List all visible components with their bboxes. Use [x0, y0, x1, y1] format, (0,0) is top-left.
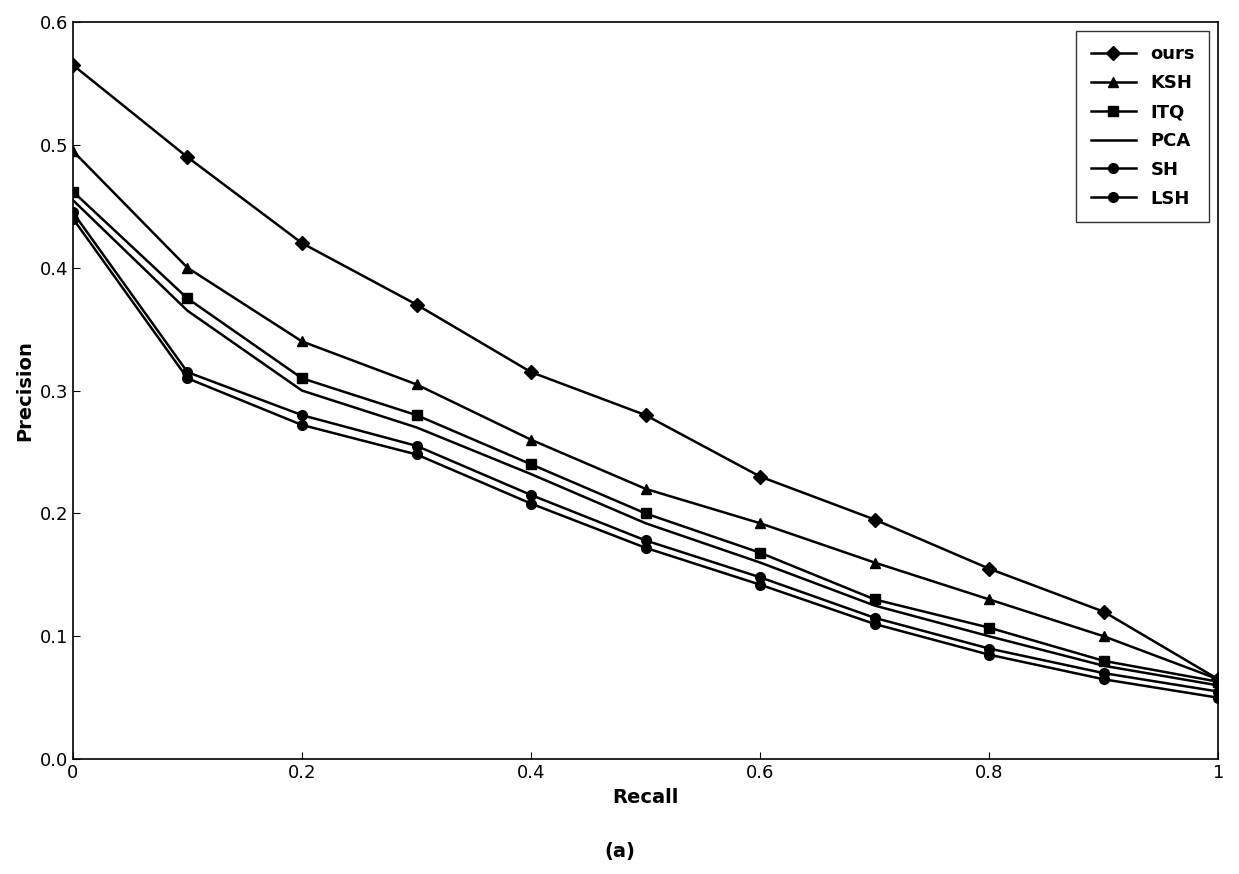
ITQ [66, 186, 81, 197]
SH [180, 367, 195, 378]
ITQ [867, 594, 882, 605]
ITQ [981, 622, 996, 633]
LSH [753, 579, 768, 590]
LSH [524, 498, 539, 509]
ours [1097, 607, 1111, 617]
SH [753, 572, 768, 583]
LSH [295, 420, 310, 430]
Line: PCA: PCA [73, 200, 1218, 685]
ours [1211, 674, 1225, 684]
SH [66, 207, 81, 218]
PCA [295, 385, 310, 396]
ours [753, 471, 768, 482]
ours [295, 238, 310, 248]
ITQ [1211, 676, 1225, 687]
ITQ [180, 293, 195, 303]
PCA [638, 518, 653, 529]
LSH [1097, 674, 1111, 684]
SH [524, 489, 539, 500]
ours [867, 514, 882, 524]
PCA [753, 558, 768, 568]
PCA [180, 306, 195, 316]
KSH [867, 558, 882, 568]
LSH [1211, 692, 1225, 703]
KSH [409, 379, 424, 390]
SH [1097, 668, 1111, 678]
PCA [524, 468, 539, 479]
KSH [1211, 674, 1225, 684]
SH [638, 535, 653, 545]
LSH [409, 449, 424, 460]
PCA [867, 600, 882, 611]
Line: LSH: LSH [68, 214, 1223, 703]
SH [409, 440, 424, 451]
KSH [981, 594, 996, 605]
Line: ITQ: ITQ [68, 187, 1223, 687]
Text: (a): (a) [605, 842, 634, 861]
ours [66, 59, 81, 70]
ours [409, 299, 424, 309]
Line: KSH: KSH [68, 146, 1223, 684]
KSH [295, 336, 310, 347]
ITQ [638, 508, 653, 518]
LSH [981, 649, 996, 660]
LSH [867, 619, 882, 629]
Y-axis label: Precision: Precision [15, 340, 33, 441]
KSH [1097, 631, 1111, 642]
ITQ [295, 373, 310, 384]
Line: ours: ours [68, 60, 1223, 684]
ITQ [524, 459, 539, 469]
KSH [524, 434, 539, 445]
SH [295, 410, 310, 420]
LSH [66, 213, 81, 224]
ours [524, 367, 539, 378]
SH [867, 613, 882, 623]
ours [638, 410, 653, 420]
X-axis label: Recall: Recall [612, 787, 679, 807]
PCA [66, 195, 81, 205]
ITQ [1097, 656, 1111, 666]
LSH [180, 373, 195, 384]
KSH [753, 518, 768, 529]
KSH [638, 483, 653, 494]
LSH [638, 543, 653, 553]
KSH [66, 146, 81, 156]
KSH [180, 262, 195, 273]
ITQ [753, 547, 768, 558]
ITQ [409, 410, 424, 420]
PCA [1097, 661, 1111, 671]
PCA [1211, 680, 1225, 690]
PCA [981, 631, 996, 642]
ours [981, 564, 996, 574]
Legend: ours, KSH, ITQ, PCA, SH, LSH: ours, KSH, ITQ, PCA, SH, LSH [1077, 31, 1209, 222]
SH [1211, 686, 1225, 697]
ours [180, 152, 195, 163]
SH [981, 643, 996, 654]
PCA [409, 422, 424, 433]
Line: SH: SH [68, 207, 1223, 697]
